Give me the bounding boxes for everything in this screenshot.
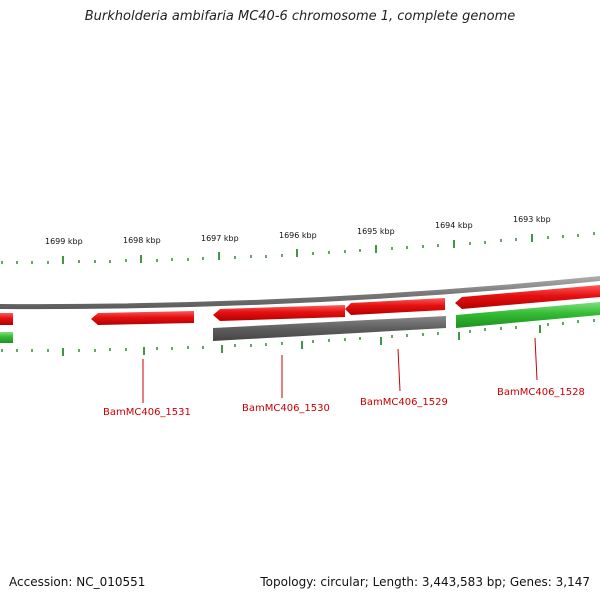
ruler-label-1694: 1694 kbp [435, 221, 473, 230]
gene-arrow-1531[interactable] [91, 311, 194, 325]
gene-arrow-1527[interactable] [455, 285, 600, 309]
gene-block-left-edge[interactable] [0, 332, 13, 343]
forward-strand-genes[interactable] [0, 285, 600, 325]
gene-label-1531[interactable]: BamMC406_1531 [103, 407, 191, 418]
ruler-label-1699: 1699 kbp [45, 237, 83, 246]
lower-ruler [1, 319, 595, 356]
ruler-label-1698: 1698 kbp [123, 236, 161, 245]
label-leaders [142, 337, 538, 403]
ruler-label-1696: 1696 kbp [279, 231, 317, 240]
ruler-label-1695: 1695 kbp [357, 227, 395, 236]
upper-ruler: 1699 kbp 1698 kbp 1697 kbp 1696 kbp 1695… [1, 215, 595, 264]
gene-label-1528[interactable]: BamMC406_1528 [497, 387, 585, 398]
sequence-backbone [0, 276, 600, 310]
gene-label-1530[interactable]: BamMC406_1530 [242, 403, 330, 414]
upper-major-ticks [62, 234, 533, 264]
ruler-label-1693: 1693 kbp [513, 215, 551, 224]
feature-block-grey[interactable] [213, 316, 446, 341]
gene-arrow-left-edge[interactable] [0, 313, 13, 325]
map-title: Burkholderia ambifaria MC40-6 chromosome… [84, 9, 516, 24]
accession-text: Accession: NC_010551 [9, 575, 146, 589]
genome-summary-text: Topology: circular; Length: 3,443,583 bp… [260, 575, 590, 589]
gene-arrow-1530[interactable] [213, 305, 345, 321]
gene-block-1528[interactable] [456, 302, 600, 328]
upper-minor-ticks [1, 232, 595, 264]
ruler-label-1697: 1697 kbp [201, 234, 239, 243]
gene-arrow-1529[interactable] [345, 298, 445, 315]
gene-label-1529[interactable]: BamMC406_1529 [360, 397, 448, 408]
lower-major-ticks [62, 325, 541, 356]
lower-minor-ticks [1, 319, 595, 352]
reverse-strand-genes[interactable] [0, 302, 600, 343]
